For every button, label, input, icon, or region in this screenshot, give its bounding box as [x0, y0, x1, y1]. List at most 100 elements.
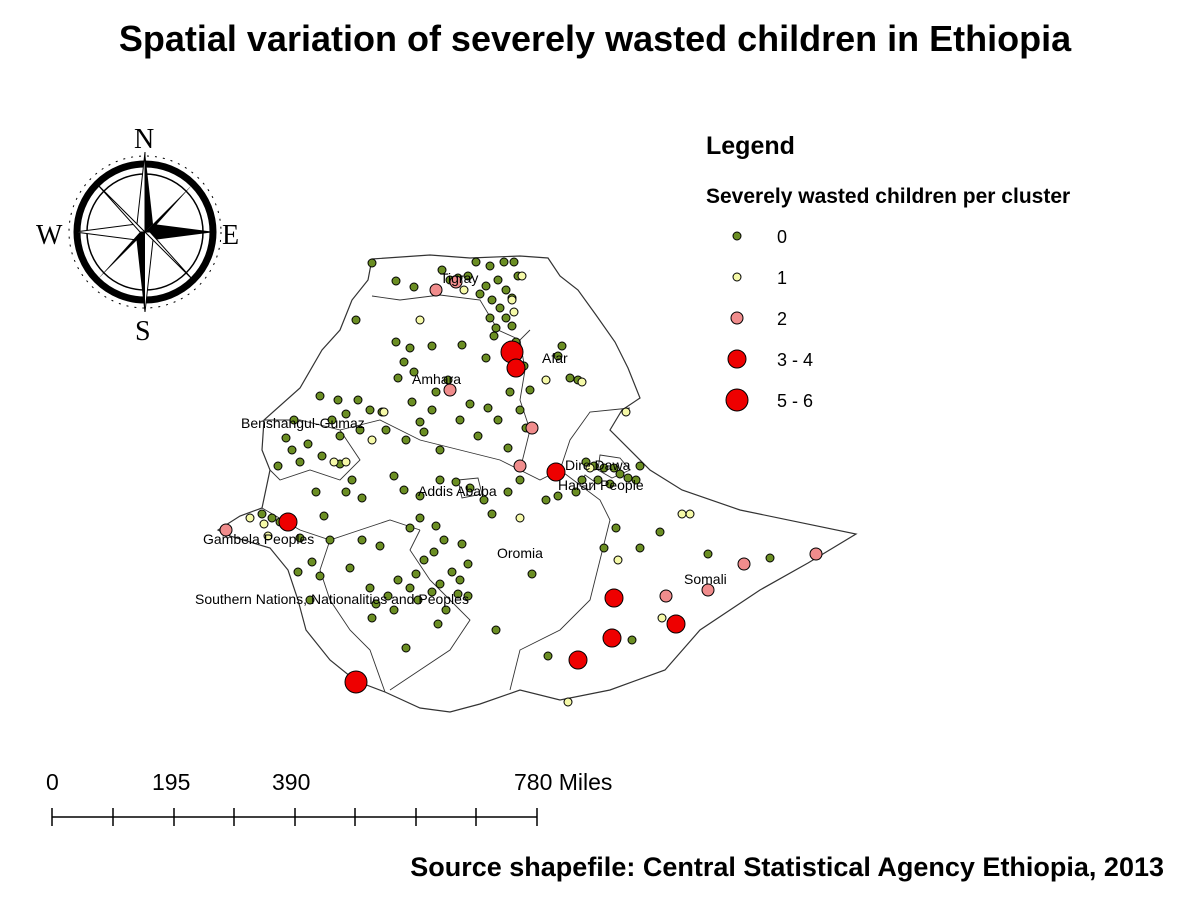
- cluster-point: [481, 353, 491, 363]
- scale-label-780: 780 Miles: [514, 769, 612, 795]
- legend-subtitle: Severely wasted children per cluster: [706, 185, 1070, 208]
- cluster-point: [604, 588, 624, 608]
- cluster-point: [317, 451, 327, 461]
- cluster-point: [509, 307, 519, 317]
- cluster-point: [525, 421, 539, 435]
- cluster-point: [401, 643, 411, 653]
- cluster-point: [553, 491, 563, 501]
- cluster-point: [435, 445, 445, 455]
- cluster-point: [463, 559, 473, 569]
- region-label-benishangul: Benshangul-Gumaz: [241, 415, 365, 431]
- cluster-point: [499, 257, 509, 267]
- scale-bar: 0 195 390 780 Miles: [46, 769, 612, 826]
- cluster-point: [655, 527, 665, 537]
- cluster-point: [585, 463, 595, 473]
- cluster-point: [391, 276, 401, 286]
- legend-label-3-4: 3 - 4: [777, 350, 813, 370]
- source-caption: Source shapefile: Central Statistical Ag…: [410, 852, 1164, 882]
- cluster-point: [455, 575, 465, 585]
- cluster-point: [613, 555, 623, 565]
- cluster-point: [341, 409, 351, 419]
- cluster-point: [315, 391, 325, 401]
- cluster-point: [515, 405, 525, 415]
- region-label-dire-dawa: Dire Dawa: [565, 457, 631, 473]
- cluster-point: [479, 495, 489, 505]
- cluster-point: [611, 523, 621, 533]
- cluster-point: [263, 531, 273, 541]
- cluster-point: [495, 303, 505, 313]
- cluster-point: [393, 373, 403, 383]
- cluster-point: [344, 670, 368, 694]
- cluster-point: [505, 387, 515, 397]
- cluster-point: [427, 405, 437, 415]
- cluster-point: [473, 431, 483, 441]
- region-label-harari: Harari People: [558, 477, 644, 493]
- legend-label-1: 1: [777, 268, 787, 288]
- legend-title: Legend: [706, 132, 795, 160]
- cluster-point: [267, 513, 277, 523]
- legend: Legend Severely wasted children per clus…: [706, 132, 1070, 412]
- cluster-point: [451, 477, 461, 487]
- cluster-point: [393, 575, 403, 585]
- cluster-point: [437, 265, 447, 275]
- cluster-point: [509, 257, 519, 267]
- cluster-point: [409, 282, 419, 292]
- cluster-point: [389, 471, 399, 481]
- cluster-point: [439, 535, 449, 545]
- cluster-point: [485, 313, 495, 323]
- cluster-point: [541, 495, 551, 505]
- cluster-point: [449, 275, 463, 289]
- cluster-point: [419, 555, 429, 565]
- region-label-oromia: Oromia: [497, 545, 543, 561]
- cluster-point: [599, 543, 609, 553]
- cluster-point: [365, 583, 375, 593]
- cluster-point: [563, 697, 573, 707]
- cluster-point: [543, 651, 553, 661]
- cluster-point: [507, 295, 517, 305]
- cluster-point: [463, 591, 473, 601]
- cluster-point: [329, 457, 339, 467]
- cluster-point: [571, 487, 581, 497]
- ethiopia-outline: [216, 254, 858, 713]
- region-label-tigray: Tigray: [440, 270, 478, 286]
- region-label-snnp: Southern Nations, Nationalities and Peop…: [195, 591, 469, 607]
- cluster-point: [506, 358, 526, 378]
- cluster-point: [303, 439, 313, 449]
- cluster-point: [703, 549, 713, 559]
- cluster-point: [666, 614, 686, 634]
- cluster-point: [765, 553, 775, 563]
- cluster-point: [407, 397, 417, 407]
- cluster-point: [541, 375, 551, 385]
- cluster-point: [515, 475, 525, 485]
- cluster-point: [635, 461, 645, 471]
- cluster-point: [405, 523, 415, 533]
- cluster-point: [379, 407, 389, 417]
- region-label-gambela: Gambela Peoples: [203, 531, 314, 547]
- cluster-point: [565, 373, 575, 383]
- cluster-point: [507, 321, 517, 331]
- cluster-point: [593, 475, 603, 485]
- cluster-point: [399, 485, 409, 495]
- cluster-point: [289, 415, 299, 425]
- cluster-point: [295, 533, 305, 543]
- cluster-point: [245, 513, 255, 523]
- cluster-point: [501, 313, 511, 323]
- region-label-afar: Afar: [542, 350, 568, 366]
- cluster-point: [365, 405, 375, 415]
- cluster-point: [483, 403, 493, 413]
- cluster-point: [357, 535, 367, 545]
- cluster-point: [615, 469, 625, 479]
- cluster-point: [409, 367, 419, 377]
- cluster-point: [278, 512, 298, 532]
- legend-marker-3-4: [727, 349, 747, 369]
- cluster-point: [503, 443, 513, 453]
- cluster-point: [405, 583, 415, 593]
- scale-label-390: 390: [272, 769, 310, 795]
- legend-marker-1: [732, 272, 742, 282]
- cluster-point: [295, 457, 305, 467]
- scale-label-195: 195: [152, 769, 190, 795]
- compass-rose-icon: N S E W: [36, 124, 239, 347]
- cluster-point: [429, 547, 439, 557]
- cluster-point: [413, 595, 423, 605]
